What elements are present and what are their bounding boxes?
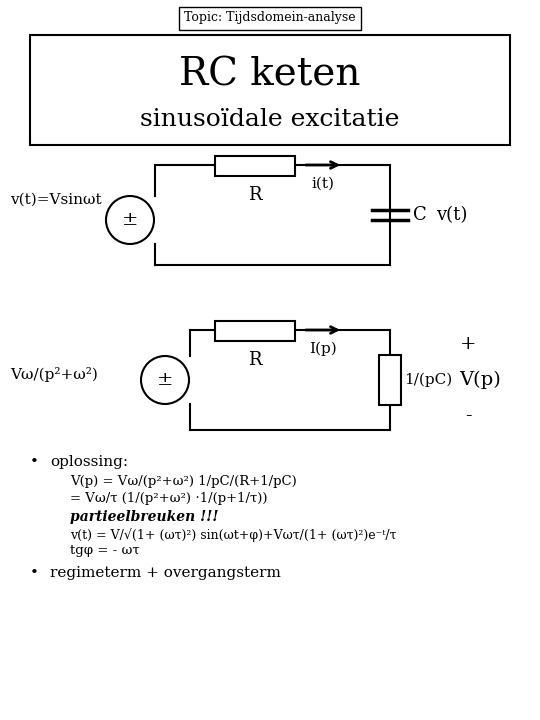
Text: v(t) = V/√(1+ (ωτ)²) sin(ωt+φ)+Vωτ/(1+ (ωτ)²)e⁻ᵗ/τ: v(t) = V/√(1+ (ωτ)²) sin(ωt+φ)+Vωτ/(1+ (… <box>70 528 396 541</box>
Text: tgφ = - ωτ: tgφ = - ωτ <box>70 544 140 557</box>
Text: partieelbreuken !!!: partieelbreuken !!! <box>70 510 219 524</box>
Text: •: • <box>30 455 39 469</box>
Text: 1/(pC): 1/(pC) <box>404 373 453 387</box>
Text: •: • <box>30 566 39 580</box>
Bar <box>215 156 295 176</box>
Text: C: C <box>413 206 427 224</box>
Text: -: - <box>465 407 471 425</box>
Text: R: R <box>248 186 262 204</box>
Text: V(p): V(p) <box>459 371 501 389</box>
Text: I(p): I(p) <box>309 342 337 356</box>
Bar <box>379 355 401 405</box>
Text: i(t): i(t) <box>312 177 334 191</box>
Text: sinusoïdale excitatie: sinusoïdale excitatie <box>140 109 400 132</box>
Bar <box>30 35 510 145</box>
Text: V(p) = Vω/(p²+ω²) 1/pC/(R+1/pC): V(p) = Vω/(p²+ω²) 1/pC/(R+1/pC) <box>70 475 297 488</box>
Text: oplossing:: oplossing: <box>50 455 128 469</box>
Text: Topic: Tijdsdomein-analyse: Topic: Tijdsdomein-analyse <box>184 12 356 24</box>
Text: +: + <box>460 335 476 353</box>
Text: regimeterm + overgangsterm: regimeterm + overgangsterm <box>50 566 281 580</box>
Text: Vω/(p²+ω²): Vω/(p²+ω²) <box>10 367 98 382</box>
Text: R: R <box>248 351 262 369</box>
Text: = Vω/τ (1/(p²+ω²) ⋅1/(p+1/τ)): = Vω/τ (1/(p²+ω²) ⋅1/(p+1/τ)) <box>70 492 267 505</box>
Text: v(t): v(t) <box>436 206 468 224</box>
Bar <box>215 321 295 341</box>
Text: v(t)=Vsinωt: v(t)=Vsinωt <box>10 193 102 207</box>
Text: ±: ± <box>157 371 173 389</box>
Text: RC keten: RC keten <box>179 56 361 94</box>
Text: ±: ± <box>122 211 138 229</box>
